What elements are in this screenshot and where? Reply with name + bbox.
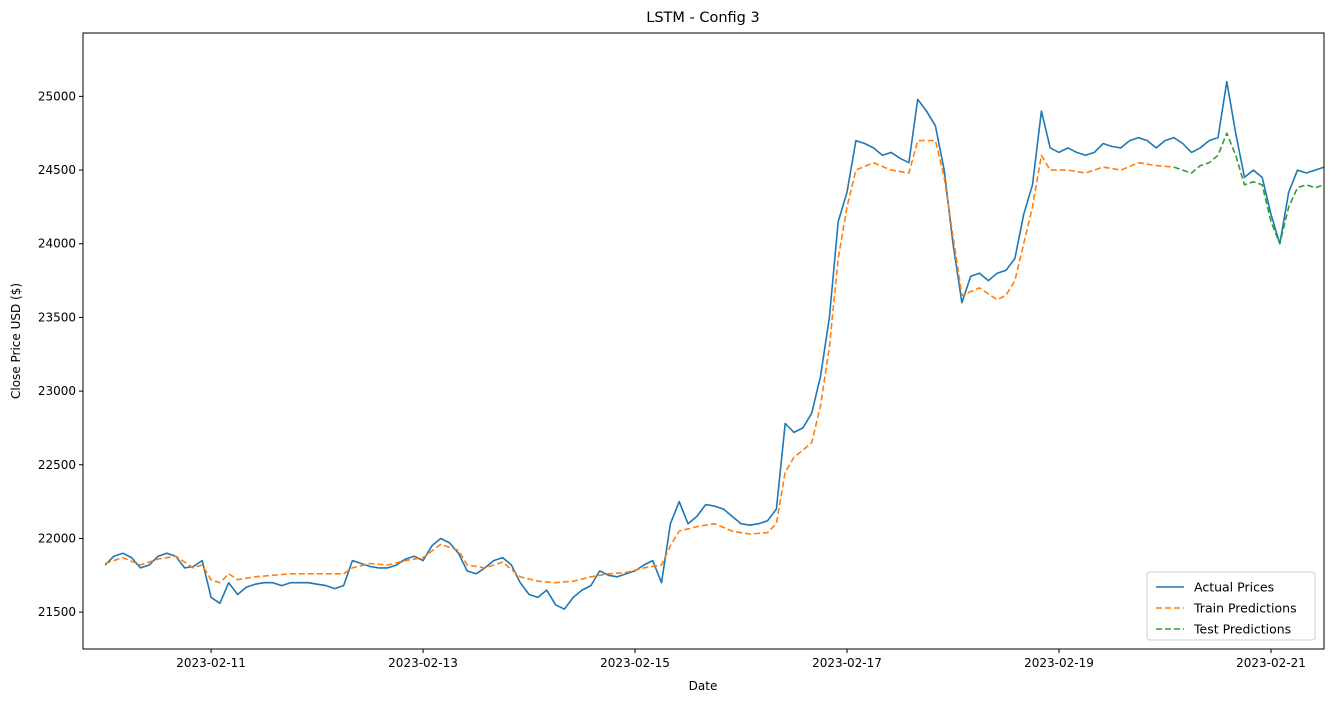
x-axis: 2023-02-11 2023-02-13 2023-02-15 2023-02-17… — [176, 649, 1306, 670]
legend: Actual Prices Train Predictions Test Predi… — [1146, 571, 1316, 641]
y-tick-label-0: 21500 — [38, 605, 76, 619]
y-tick-label-6: 24500 — [38, 163, 76, 177]
chart-title: LSTM - Config 3 — [646, 10, 759, 26]
x-tick-label-4: 2023-02-19 — [1024, 656, 1094, 670]
y-axis: 21500 22000 22500 23000 23500 24000 24500 25000 — [38, 89, 83, 619]
x-axis-label: Date — [689, 679, 718, 693]
legend-label-1: Train Predictions — [1193, 601, 1297, 616]
legend-box — [1146, 571, 1316, 641]
y-tick-label-4: 23500 — [38, 310, 76, 324]
plot-area — [104, 80, 1325, 610]
y-tick-label-1: 22000 — [38, 531, 76, 545]
x-tick-label-3: 2023-02-17 — [812, 656, 882, 670]
axes-frame — [82, 32, 1325, 650]
legend-label-0: Actual Prices — [1194, 580, 1274, 595]
y-axis-label: Close Price USD ($) — [9, 283, 23, 399]
series-line-2 — [1173, 132, 1325, 245]
y-tick-label-7: 25000 — [38, 89, 76, 103]
legend-label-2: Test Predictions — [1193, 622, 1291, 637]
x-tick-label-0: 2023-02-11 — [176, 656, 246, 670]
series-line-0 — [104, 80, 1325, 610]
x-tick-label-5: 2023-02-21 — [1236, 656, 1306, 670]
y-tick-label-5: 24000 — [38, 237, 76, 251]
x-tick-label-1: 2023-02-13 — [388, 656, 458, 670]
series-line-1 — [104, 139, 1174, 584]
x-tick-label-2: 2023-02-15 — [600, 656, 670, 670]
y-tick-label-2: 22500 — [38, 458, 76, 472]
y-tick-label-3: 23000 — [38, 384, 76, 398]
